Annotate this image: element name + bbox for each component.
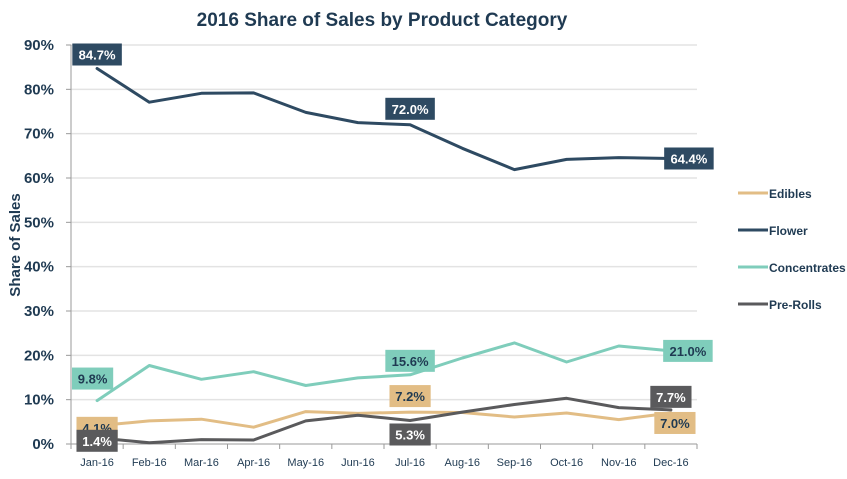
data-label-text: 64.4% — [670, 151, 707, 166]
data-label-box — [664, 147, 714, 170]
y-tick-label: 20% — [24, 347, 54, 364]
data-label-text: 7.7% — [656, 390, 686, 405]
data-label-text: 72.0% — [392, 102, 429, 117]
data-label-pre-rolls: 1.4% — [76, 429, 118, 452]
data-label-box — [72, 43, 122, 66]
y-tick-label: 0% — [32, 436, 54, 453]
data-label-flower: 72.0% — [385, 97, 435, 120]
legend: Edibles Flower Concentrates Pre-Rolls — [738, 187, 846, 312]
data-label-text: 84.7% — [79, 47, 116, 62]
x-tick-label: Oct-16 — [550, 457, 583, 469]
chart-title: 2016 Share of Sales by Product Category — [197, 10, 568, 31]
series-line-pre-rolls — [95, 396, 673, 445]
data-label-flower: 84.7% — [72, 43, 122, 66]
series-lines — [95, 67, 673, 445]
y-tick-label: 80% — [24, 81, 54, 98]
legend-label-pre-rolls: Pre-Rolls — [769, 298, 822, 312]
data-label-flower: 64.4% — [664, 147, 714, 170]
y-axis-label: Share of Sales — [7, 193, 24, 296]
data-label-text: 5.3% — [395, 428, 425, 443]
y-tick-label: 70% — [24, 126, 54, 143]
data-label-text: 9.8% — [78, 372, 108, 387]
data-label-concentrates: 15.6% — [385, 349, 435, 372]
data-label-text: 7.0% — [660, 416, 690, 431]
data-label-box — [385, 349, 435, 372]
data-label-box — [650, 385, 692, 408]
x-axis: Jan-16 Feb-16 Mar-16 Apr-16 May-16 Jun-16 Jul-… — [70, 443, 698, 469]
x-tick-label: Jun-16 — [341, 457, 375, 469]
data-label-box — [654, 411, 696, 434]
series-line-flower — [95, 67, 673, 172]
data-label-text: 15.6% — [392, 354, 429, 369]
data-label-edibles: 7.0% — [654, 411, 696, 434]
data-label-pre-rolls: 7.7% — [650, 385, 692, 408]
y-tick-label: 90% — [24, 37, 54, 54]
gridlines — [71, 44, 697, 401]
x-tick-label: Mar-16 — [184, 457, 219, 469]
y-tick-label: 30% — [24, 303, 54, 320]
data-label-pre-rolls: 5.3% — [389, 423, 431, 446]
x-tick-label: Aug-16 — [445, 457, 480, 469]
legend-label-flower: Flower — [769, 224, 808, 238]
data-label-edibles: 7.2% — [389, 385, 431, 408]
data-label-box — [76, 429, 118, 452]
legend-label-concentrates: Concentrates — [769, 261, 846, 275]
y-axis: 0% 10% 20% 30% 40% 50% 60% 70% 80% 90% — [24, 37, 72, 453]
x-tick-label: Feb-16 — [132, 457, 167, 469]
data-label-text: 21.0% — [669, 344, 706, 359]
data-label-text: 1.4% — [82, 434, 112, 449]
data-label-text: 7.2% — [395, 389, 425, 404]
data-label-box — [389, 385, 431, 408]
data-label-box — [385, 97, 435, 120]
x-tick-label: May-16 — [287, 457, 324, 469]
x-tick-label: Nov-16 — [601, 457, 636, 469]
data-labels: 4.1%7.2%7.0%84.7%72.0%64.4%9.8%15.6%21.0… — [72, 43, 714, 452]
x-tick-label: Sep-16 — [497, 457, 532, 469]
data-label-box — [389, 423, 431, 446]
series-line-concentrates — [95, 341, 673, 403]
y-tick-label: 40% — [24, 259, 54, 276]
x-tick-label: Jul-16 — [395, 457, 425, 469]
data-label-box — [663, 339, 713, 362]
y-tick-label: 60% — [24, 170, 54, 187]
data-label-box — [72, 367, 114, 390]
x-tick-label: Dec-16 — [653, 457, 688, 469]
x-tick-label: Jan-16 — [80, 457, 114, 469]
data-label-concentrates: 21.0% — [663, 339, 713, 362]
series-line-edibles — [95, 410, 673, 429]
y-tick-label: 10% — [24, 392, 54, 409]
legend-label-edibles: Edibles — [769, 187, 812, 201]
data-label-concentrates: 9.8% — [72, 367, 114, 390]
y-tick-label: 50% — [24, 214, 54, 231]
x-tick-label: Apr-16 — [237, 457, 270, 469]
